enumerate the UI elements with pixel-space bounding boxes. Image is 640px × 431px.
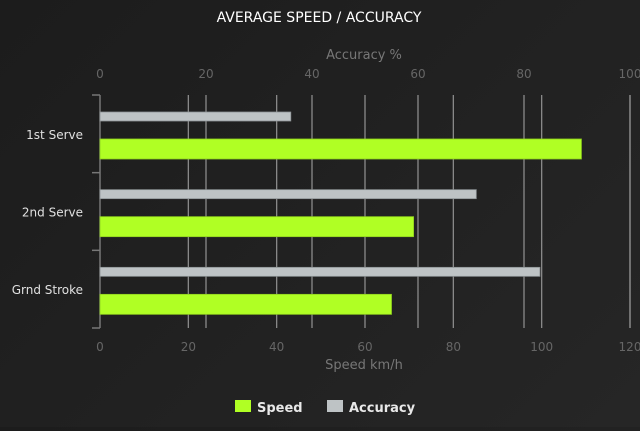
bar-speed bbox=[99, 216, 414, 238]
bottom-tick-label: 80 bbox=[446, 340, 461, 354]
top-tick-label: 60 bbox=[410, 67, 425, 81]
top-tick-label: 40 bbox=[304, 67, 319, 81]
bottom-axis-label: Speed km/h bbox=[325, 358, 403, 373]
bottom-tick-label: 0 bbox=[96, 340, 104, 354]
category-label: Grnd Stroke bbox=[12, 283, 83, 297]
top-tick-label: 0 bbox=[96, 67, 104, 81]
bottom-tick-label: 20 bbox=[181, 340, 196, 354]
chart-title: AVERAGE SPEED / ACCURACY bbox=[217, 10, 422, 26]
legend-label-accuracy: Accuracy bbox=[349, 401, 416, 416]
legend-label-speed: Speed bbox=[257, 401, 303, 416]
top-tick-label: 20 bbox=[198, 67, 213, 81]
bar-speed bbox=[99, 293, 392, 315]
bottom-tick-label: 40 bbox=[269, 340, 284, 354]
category-label: 1st Serve bbox=[26, 128, 83, 142]
top-axis-label: Accuracy % bbox=[326, 48, 402, 63]
legend-swatch-accuracy bbox=[327, 400, 343, 412]
bar-accuracy bbox=[99, 111, 292, 122]
category-label: 2nd Serve bbox=[22, 206, 83, 220]
bottom-tick-label: 60 bbox=[357, 340, 372, 354]
legend-swatch-speed bbox=[235, 400, 251, 412]
top-tick-label: 100 bbox=[619, 67, 640, 81]
bar-speed bbox=[99, 138, 582, 160]
bar-accuracy bbox=[99, 189, 477, 200]
bottom-tick-label: 120 bbox=[619, 340, 640, 354]
top-tick-label: 80 bbox=[516, 67, 531, 81]
bar-accuracy bbox=[99, 266, 541, 277]
bottom-tick-label: 100 bbox=[530, 340, 553, 354]
